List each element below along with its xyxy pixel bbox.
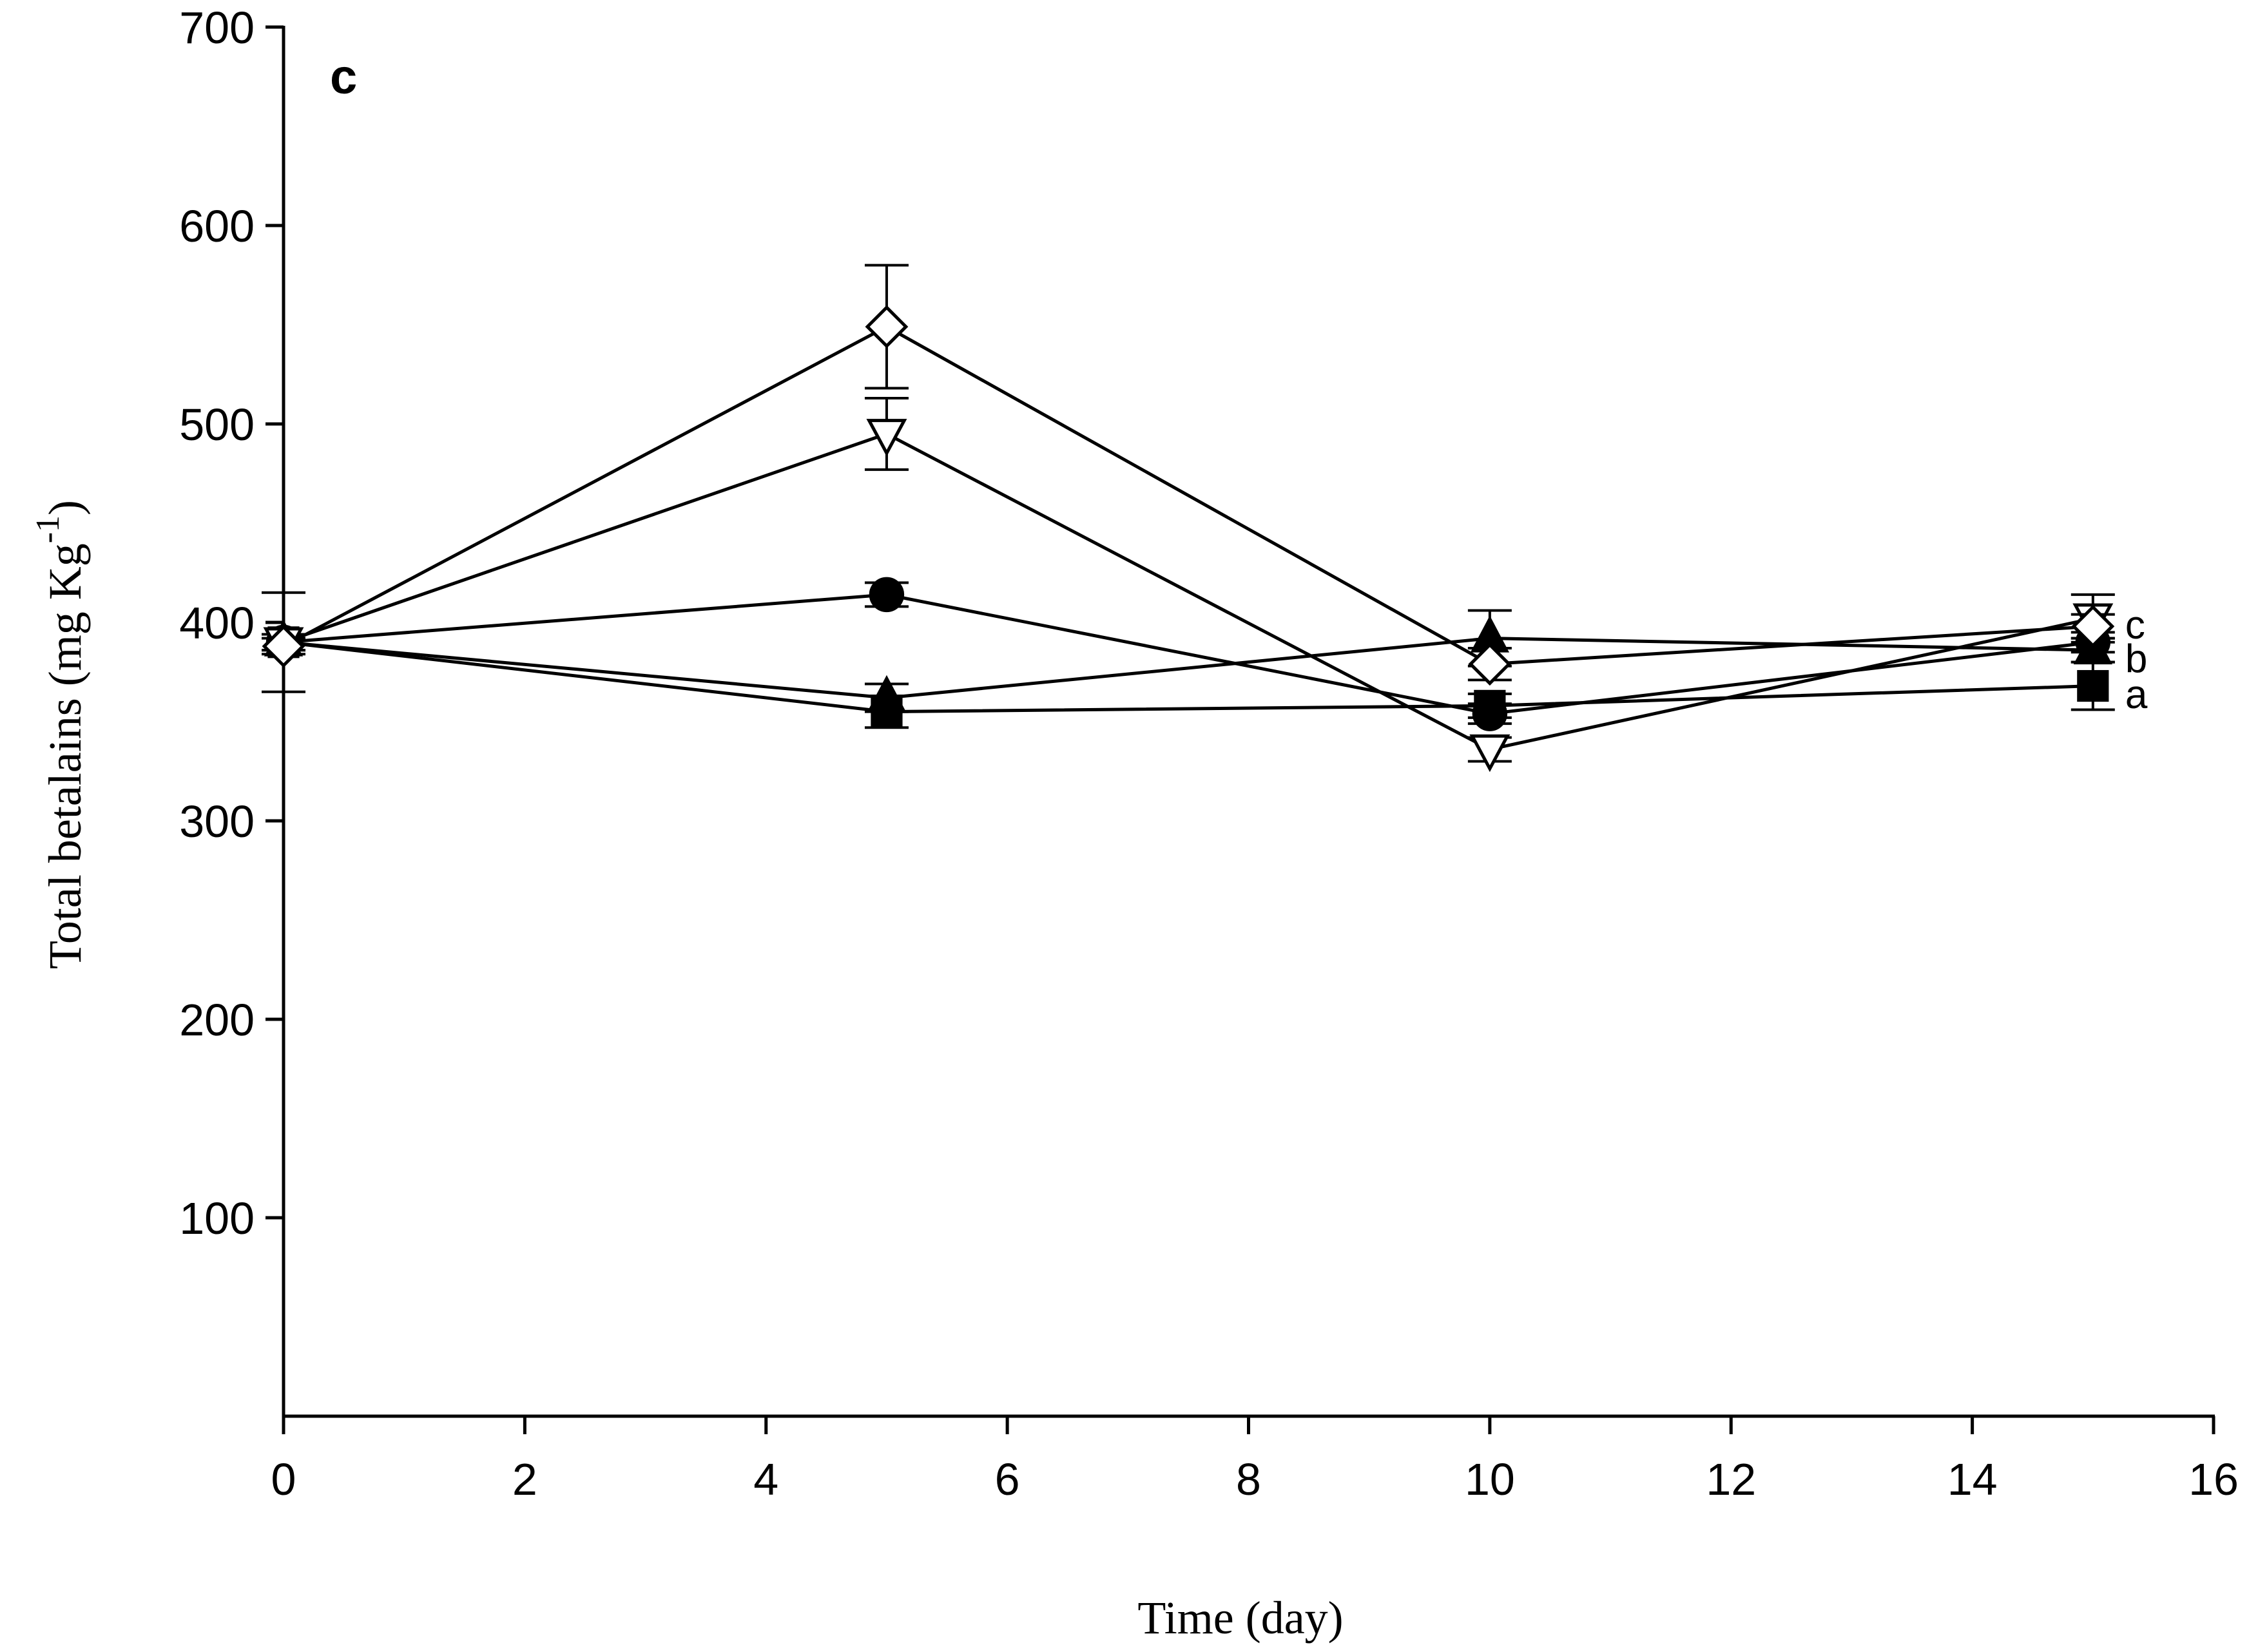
x-tick-label: 2 (512, 1454, 537, 1504)
series-line (283, 593, 2094, 716)
series-open-diamond (262, 264, 2115, 686)
y-axis-title-close: ) (39, 500, 91, 515)
y-tick-label: 600 (179, 201, 255, 251)
data-point (867, 675, 907, 713)
y-tick-label: 500 (179, 399, 255, 450)
y-tick-label: 400 (179, 598, 255, 648)
y-tick-label: 100 (179, 1193, 255, 1244)
data-point (2077, 669, 2109, 702)
data-point (2071, 604, 2115, 648)
panel-label: c (330, 50, 357, 104)
x-tick-label: 4 (753, 1454, 778, 1504)
data-point (865, 305, 909, 349)
series-open-triangle-down (262, 396, 2115, 773)
group-label-c: c (2125, 603, 2145, 648)
svg-text:Total betalains (mg Kg-1): Total betalains (mg Kg-1) (30, 500, 91, 969)
y-tick-label: 300 (179, 796, 255, 847)
series-line (283, 432, 2094, 751)
x-axis-title: Time (day) (1137, 1592, 1343, 1644)
y-axis-title-main: Total betalains (mg Kg (39, 543, 91, 969)
series-filled-triangle-up (262, 609, 2115, 713)
x-tick-label: 16 (2188, 1454, 2239, 1504)
series-line (283, 640, 2093, 714)
x-tick-label: 10 (1465, 1454, 1515, 1504)
group-label-a: a (2125, 673, 2148, 717)
data-point (1469, 734, 1511, 773)
data-point (262, 624, 305, 668)
group-label-b: b (2125, 637, 2147, 681)
x-tick-label: 12 (1706, 1454, 1756, 1504)
data-point (1468, 642, 1512, 686)
y-axis-title: Total betalains (mg Kg-1) (30, 500, 91, 969)
series-line (282, 325, 2093, 666)
data-point (1472, 696, 1508, 731)
data-point (869, 577, 905, 613)
data-point (866, 419, 907, 457)
series-line (283, 637, 2093, 700)
y-tick-label: 200 (179, 995, 255, 1045)
y-axis-title-superscript: -1 (30, 515, 66, 543)
series-layer: cba (262, 264, 2148, 773)
series-filled-circle (262, 577, 2115, 731)
x-tick-label: 14 (1947, 1454, 1998, 1504)
x-tick-label: 8 (1236, 1454, 1261, 1504)
x-tick-label: 0 (271, 1454, 296, 1504)
y-tick-label: 700 (179, 3, 255, 53)
axes: 100 200 300 400 500 600 700 0 2 4 6 8 10 12 14 16 (179, 3, 2239, 1504)
x-tick-label: 6 (995, 1454, 1020, 1504)
